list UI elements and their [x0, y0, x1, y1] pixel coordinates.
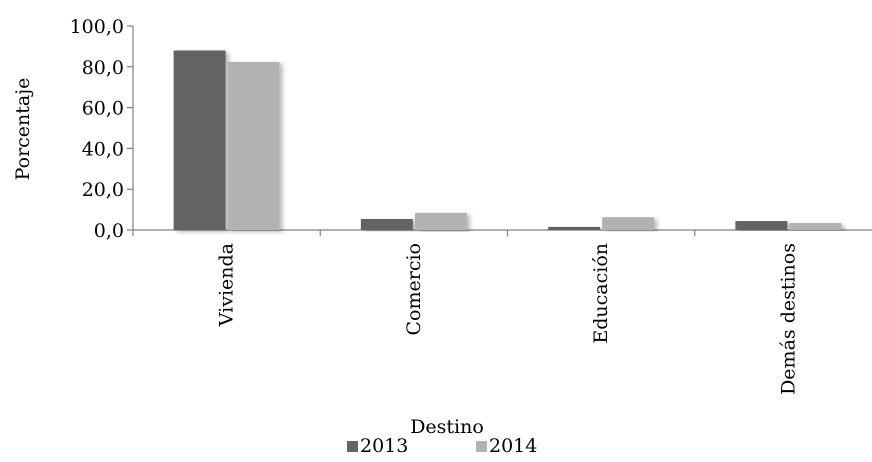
y-axis: 0,0 20,0 40,0 60,0 80,0 100,0: [70, 16, 134, 242]
bar-2014-4: [789, 223, 842, 230]
bar-2013-2: [360, 218, 413, 230]
bar-2013-4: [735, 221, 788, 230]
legend-swatch-2014: [476, 441, 487, 452]
bar-2013-3: [548, 226, 601, 230]
category-labels: Vivienda Comercio Educación Demás destinos: [216, 243, 800, 395]
bar-2013-1: [173, 50, 226, 231]
legend-label-2014: 2014: [489, 435, 537, 457]
bar-2014-2: [414, 212, 467, 230]
y-tick-label: 20,0: [82, 179, 124, 201]
y-tick-label: 0,0: [94, 220, 124, 242]
x-axis-title: Destino: [410, 416, 484, 438]
bar-2014-1: [227, 61, 280, 231]
bars: [173, 50, 842, 231]
y-tick-label: 60,0: [82, 98, 124, 120]
y-tick-label: 40,0: [82, 138, 124, 160]
y-tick-label: 80,0: [82, 57, 124, 79]
y-axis-title: Porcentaje: [12, 78, 34, 181]
legend-label-2013: 2013: [360, 435, 408, 457]
x-category-label: Comercio: [403, 243, 425, 335]
legend: 2013 2014: [347, 435, 537, 457]
x-axis: [132, 229, 872, 236]
y-tick-label: 100,0: [70, 16, 124, 38]
x-category-label: Vivienda: [216, 243, 238, 327]
x-category-label: Educación: [590, 243, 612, 344]
bar-2014-3: [602, 217, 655, 230]
x-category-label: Demás destinos: [777, 243, 799, 395]
legend-swatch-2013: [347, 441, 358, 452]
